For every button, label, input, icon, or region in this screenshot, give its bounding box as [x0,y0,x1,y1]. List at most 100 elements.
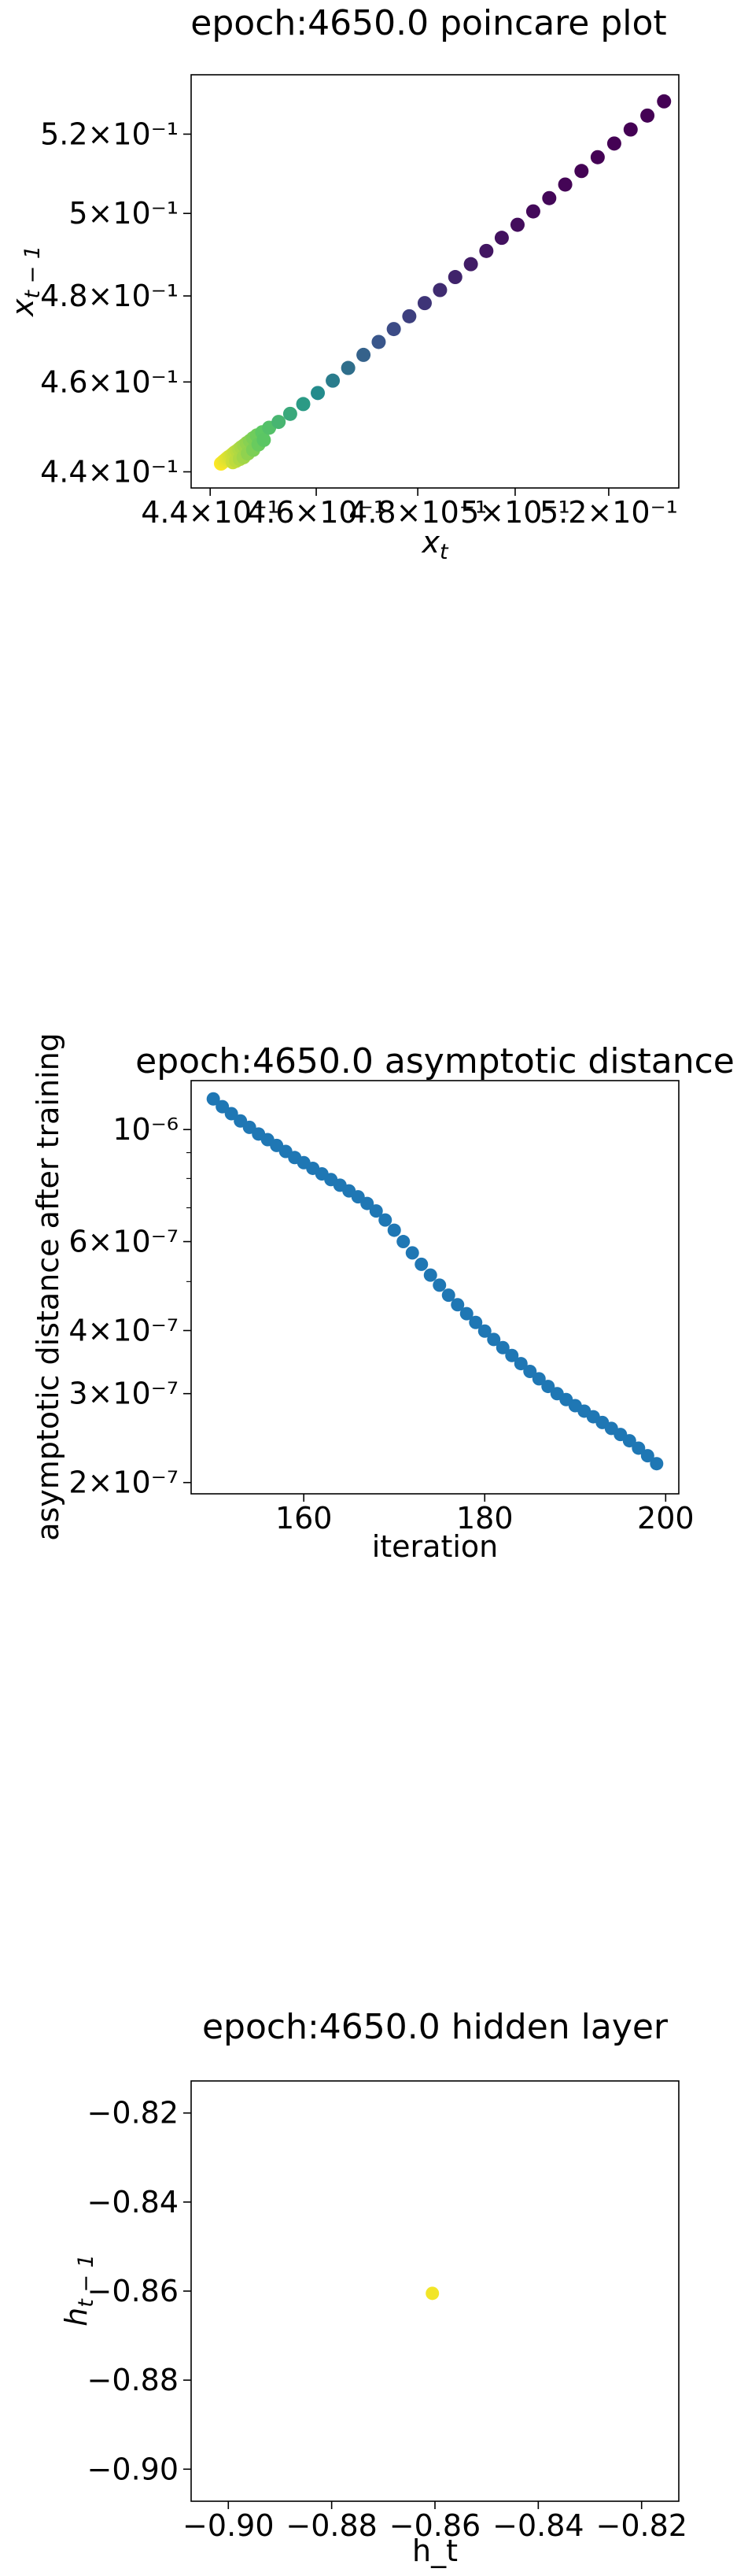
2-y-tick-label: −0.86 [87,2274,179,2308]
poincare-point [463,257,478,272]
asymptotic-point [650,1457,664,1471]
asymptotic-point [387,1223,401,1237]
hidden-layer-chart-title: epoch:4650.0 hidden layer [202,2007,669,2047]
asymptotic-point [496,1340,510,1355]
poincare-point [510,217,525,232]
1-y-tick-label: 10⁻⁶ [112,1112,179,1147]
asymptotic-point [632,1441,646,1455]
2-x-tick-label: −0.84 [492,2508,584,2543]
svg-text:xt: xt [421,525,449,564]
poincare-point [590,150,605,164]
hidden-layer-points [426,2286,440,2301]
asymptotic-point [369,1204,383,1218]
asymptotic-x-axis-label: iteration [372,1529,499,1564]
asymptotic-point [378,1213,392,1227]
poincare-point [574,164,589,179]
1-y-tick-label: 4×10⁻⁷ [68,1314,179,1348]
2-y-tick-label: −0.88 [87,2363,179,2397]
2-x-tick-label: −0.88 [286,2508,377,2543]
asymptotic-point [360,1196,374,1210]
asymptotic-point [469,1315,483,1329]
poincare-point [402,309,417,323]
0-x-tick-label: 4.6×10⁻¹ [247,495,385,530]
hidden-layer-point [426,2286,440,2301]
0-x-tick-label: 5.2×10⁻¹ [540,495,678,530]
poincare-chart: epoch:4650.0 poincare plot 4.4×10⁻¹4.6×1… [6,3,680,564]
asymptotic-y-axis-label: asymptotic distance after training [31,1033,65,1541]
1-y-tick-label: 6×10⁻⁷ [68,1225,179,1259]
asymptotic-point [224,1107,238,1121]
2-x-tick-label: −0.90 [182,2508,274,2543]
poincare-point [256,432,271,447]
2-y-tick-label: −0.82 [87,2096,179,2131]
poincare-point [356,347,371,362]
asymptotic-point [423,1268,437,1282]
asymptotic-point [415,1257,429,1271]
poincare-point [282,406,297,421]
poincare-point [417,296,432,311]
poincare-chart-title: epoch:4650.0 poincare plot [190,3,666,43]
2-x-tick-label: −0.82 [595,2508,687,2543]
poincare-point [542,190,557,205]
asymptotic-chart: epoch:4650.0 asymptotic distance 160 180 2… [31,1033,735,1564]
0-y-tick-label: 4.6×10⁻¹ [40,364,179,399]
poincare-point [311,386,326,401]
poincare-ticks: 4.4×10⁻¹4.6×10⁻¹4.8×10⁻¹5×10⁻¹5.2×10⁻¹4.… [40,116,678,530]
poincare-point [448,270,462,285]
asymptotic-point [622,1434,636,1448]
asymptotic-point [459,1306,474,1321]
asymptotic-chart-title: epoch:4650.0 asymptotic distance [135,1041,735,1081]
poincare-point [479,243,494,258]
2-y-tick-label: −0.84 [87,2185,179,2219]
1-y-tick-label: 3×10⁻⁷ [68,1377,179,1411]
1-x-tick-label: 160 [275,1501,333,1536]
poincare-point [271,415,286,430]
asymptotic-point [477,1324,492,1338]
poincare-point [640,108,655,123]
poincare-point [494,231,509,246]
asymptotic-ticks: 160 180 200 2×10⁻⁷ 3×10⁻⁷ 4×10⁻⁷ 6×10⁻⁷ 10⁻⁶ [68,1112,694,1536]
asymptotic-point [396,1235,411,1249]
asymptotic-point [441,1288,455,1303]
hidden-layer-y-axis-label: ht − 1 [59,2254,98,2327]
poincare-point [341,360,356,375]
poincare-point [386,322,401,337]
0-y-tick-label: 5×10⁻¹ [68,196,179,231]
svg-text:ht − 1: ht − 1 [59,2254,98,2327]
0-y-tick-label: 4.8×10⁻¹ [40,279,179,313]
1-x-tick-label: 200 [637,1501,695,1536]
1-y-tick-label: 2×10⁻⁷ [68,1465,179,1500]
asymptotic-plot-frame [190,1080,680,1495]
asymptotic-point [433,1278,447,1292]
poincare-point [296,397,311,412]
asymptotic-point [541,1380,555,1394]
poincare-point [623,122,638,137]
poincare-point [606,136,621,151]
0-x-tick-label: 4.4×10⁻¹ [141,495,279,530]
hidden-layer-ticks: −0.90 −0.88 −0.86 −0.84 −0.82 −0.90 −0.88 −0.86… [87,2096,687,2543]
poincare-point [433,283,448,298]
asymptotic-points [206,1092,664,1471]
asymptotic-point [487,1332,501,1347]
poincare-point [326,373,341,388]
poincare-point [657,94,672,109]
asymptotic-point [514,1357,528,1371]
asymptotic-point [451,1298,465,1312]
asymptotic-point [505,1348,519,1362]
0-x-tick-label: 5×10⁻¹ [460,495,570,530]
0-x-tick-label: 4.8×10⁻¹ [348,495,487,530]
poincare-point [371,334,386,349]
1-x-tick-label: 180 [456,1501,514,1536]
2-y-tick-label: −0.90 [87,2452,179,2486]
poincare-point [525,204,540,219]
asymptotic-point [532,1372,546,1386]
asymptotic-point [405,1246,419,1260]
poincare-x-axis-label: xt [421,525,449,564]
2-x-tick-label: −0.86 [389,2508,481,2543]
hidden-layer-x-axis-label: h_t [412,2533,458,2568]
0-y-tick-label: 5.2×10⁻¹ [40,116,179,151]
asymptotic-point [206,1092,220,1106]
poincare-points [213,94,672,471]
